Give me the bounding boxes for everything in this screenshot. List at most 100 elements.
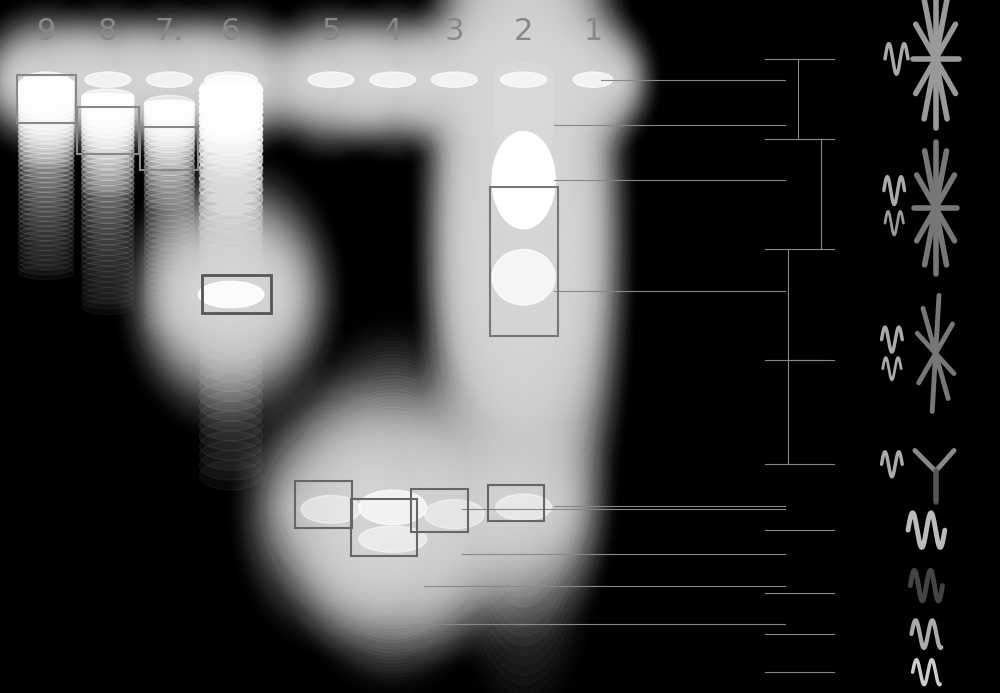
Ellipse shape: [199, 82, 263, 98]
Ellipse shape: [18, 85, 74, 100]
Ellipse shape: [473, 15, 574, 345]
Ellipse shape: [199, 115, 263, 132]
Ellipse shape: [179, 249, 283, 340]
Ellipse shape: [446, 0, 601, 510]
Ellipse shape: [484, 49, 564, 110]
Ellipse shape: [18, 114, 74, 130]
Ellipse shape: [197, 279, 265, 310]
Ellipse shape: [18, 163, 74, 178]
Ellipse shape: [144, 193, 194, 202]
Ellipse shape: [144, 105, 194, 113]
Ellipse shape: [288, 44, 375, 115]
Ellipse shape: [357, 523, 428, 555]
Ellipse shape: [327, 424, 459, 590]
Ellipse shape: [138, 62, 200, 98]
Ellipse shape: [82, 132, 134, 148]
Ellipse shape: [198, 64, 264, 95]
Ellipse shape: [82, 147, 134, 154]
Ellipse shape: [144, 152, 194, 170]
Ellipse shape: [442, 0, 606, 539]
Ellipse shape: [84, 71, 132, 89]
Ellipse shape: [280, 34, 383, 125]
Ellipse shape: [121, 39, 218, 121]
Ellipse shape: [399, 450, 510, 578]
Ellipse shape: [82, 173, 134, 181]
Ellipse shape: [448, 0, 599, 500]
Ellipse shape: [492, 132, 555, 229]
Ellipse shape: [323, 471, 462, 608]
Ellipse shape: [144, 244, 194, 261]
Ellipse shape: [85, 72, 131, 87]
Ellipse shape: [133, 54, 206, 105]
Ellipse shape: [82, 218, 134, 234]
Ellipse shape: [293, 52, 369, 107]
Ellipse shape: [449, 100, 598, 455]
Ellipse shape: [18, 64, 75, 95]
Ellipse shape: [548, 33, 638, 127]
Ellipse shape: [494, 363, 554, 390]
Ellipse shape: [397, 26, 512, 133]
Ellipse shape: [129, 49, 209, 110]
Ellipse shape: [18, 143, 74, 159]
Ellipse shape: [18, 107, 74, 114]
Ellipse shape: [146, 197, 316, 392]
Ellipse shape: [443, 78, 604, 477]
Ellipse shape: [172, 239, 290, 350]
Ellipse shape: [82, 188, 134, 195]
Ellipse shape: [421, 58, 488, 101]
Ellipse shape: [180, 43, 282, 116]
Ellipse shape: [144, 103, 194, 110]
Ellipse shape: [0, 35, 97, 124]
Ellipse shape: [15, 62, 77, 98]
Ellipse shape: [442, 72, 606, 482]
Ellipse shape: [18, 152, 74, 159]
Ellipse shape: [18, 124, 74, 130]
Ellipse shape: [199, 148, 263, 165]
Ellipse shape: [144, 147, 194, 155]
Ellipse shape: [197, 63, 265, 96]
Ellipse shape: [412, 46, 497, 113]
Ellipse shape: [464, 434, 583, 581]
Ellipse shape: [494, 89, 554, 116]
Ellipse shape: [311, 453, 474, 626]
Ellipse shape: [199, 287, 263, 304]
Ellipse shape: [18, 119, 74, 126]
Ellipse shape: [404, 35, 505, 124]
Ellipse shape: [476, 35, 571, 326]
Ellipse shape: [494, 337, 554, 363]
Ellipse shape: [199, 302, 263, 332]
Ellipse shape: [307, 71, 355, 89]
Ellipse shape: [562, 55, 623, 104]
Ellipse shape: [471, 33, 576, 127]
Ellipse shape: [82, 191, 134, 207]
Ellipse shape: [82, 98, 134, 105]
Ellipse shape: [340, 452, 445, 563]
Ellipse shape: [18, 105, 74, 120]
Ellipse shape: [82, 168, 134, 176]
Ellipse shape: [296, 55, 367, 104]
Ellipse shape: [18, 134, 74, 149]
Ellipse shape: [64, 44, 151, 115]
Ellipse shape: [395, 24, 514, 136]
Ellipse shape: [328, 479, 457, 599]
Ellipse shape: [82, 159, 134, 175]
Ellipse shape: [5, 48, 87, 112]
Ellipse shape: [294, 482, 369, 537]
Ellipse shape: [472, 177, 576, 377]
Ellipse shape: [13, 58, 79, 101]
Ellipse shape: [358, 57, 427, 103]
Ellipse shape: [82, 171, 134, 178]
Ellipse shape: [313, 396, 472, 618]
Ellipse shape: [363, 63, 422, 96]
Ellipse shape: [198, 281, 264, 308]
Ellipse shape: [144, 221, 194, 238]
Ellipse shape: [51, 26, 165, 133]
Ellipse shape: [472, 34, 575, 125]
Ellipse shape: [279, 454, 384, 565]
Ellipse shape: [494, 213, 554, 240]
Ellipse shape: [199, 243, 263, 259]
Ellipse shape: [332, 484, 454, 595]
Ellipse shape: [144, 183, 194, 191]
Ellipse shape: [337, 445, 449, 570]
Ellipse shape: [144, 256, 194, 272]
